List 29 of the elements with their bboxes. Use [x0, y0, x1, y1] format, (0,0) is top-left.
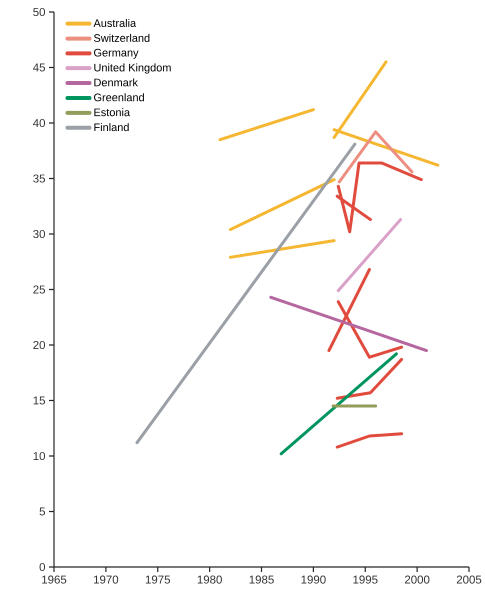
x-tick-label: 1965 [42, 576, 66, 584]
y-tick-label: 5 [40, 508, 45, 516]
y-tick-label: 10 [34, 452, 46, 460]
y-tick-label: 40 [33, 118, 46, 128]
legend-label: Finland [94, 123, 129, 132]
y-tick-label: 25 [33, 285, 45, 294]
legend-label: Switzerland [94, 34, 150, 42]
x-tick-label: 1970 [94, 576, 118, 584]
y-tick-label: 45 [33, 64, 45, 72]
legend-label: Australia [94, 18, 136, 28]
x-tick-label: 1980 [198, 576, 222, 584]
y-tick-label: 20 [33, 340, 46, 350]
x-tick-label: 1990 [302, 576, 326, 584]
legend-label: United Kingdom [94, 63, 171, 74]
x-tick-label: 2000 [404, 576, 430, 584]
y-tick-label: 50 [33, 8, 46, 16]
y-tick-label: 30 [33, 230, 46, 238]
legend-label: Denmark [94, 78, 138, 86]
y-tick-label: 15 [34, 396, 45, 404]
line-series [336, 161, 423, 234]
y-tick-label: 35 [33, 174, 45, 183]
legend-label: Germany [94, 48, 139, 59]
legend-label: Estonia [94, 108, 130, 116]
x-tick-label: 1985 [250, 576, 274, 584]
x-tick-label: 2005 [456, 576, 482, 584]
x-tick-label: 1995 [353, 576, 378, 584]
legend-label: Greenland [94, 93, 144, 102]
x-tick-label: 1975 [146, 576, 170, 584]
y-tick-label: 0 [40, 562, 46, 572]
